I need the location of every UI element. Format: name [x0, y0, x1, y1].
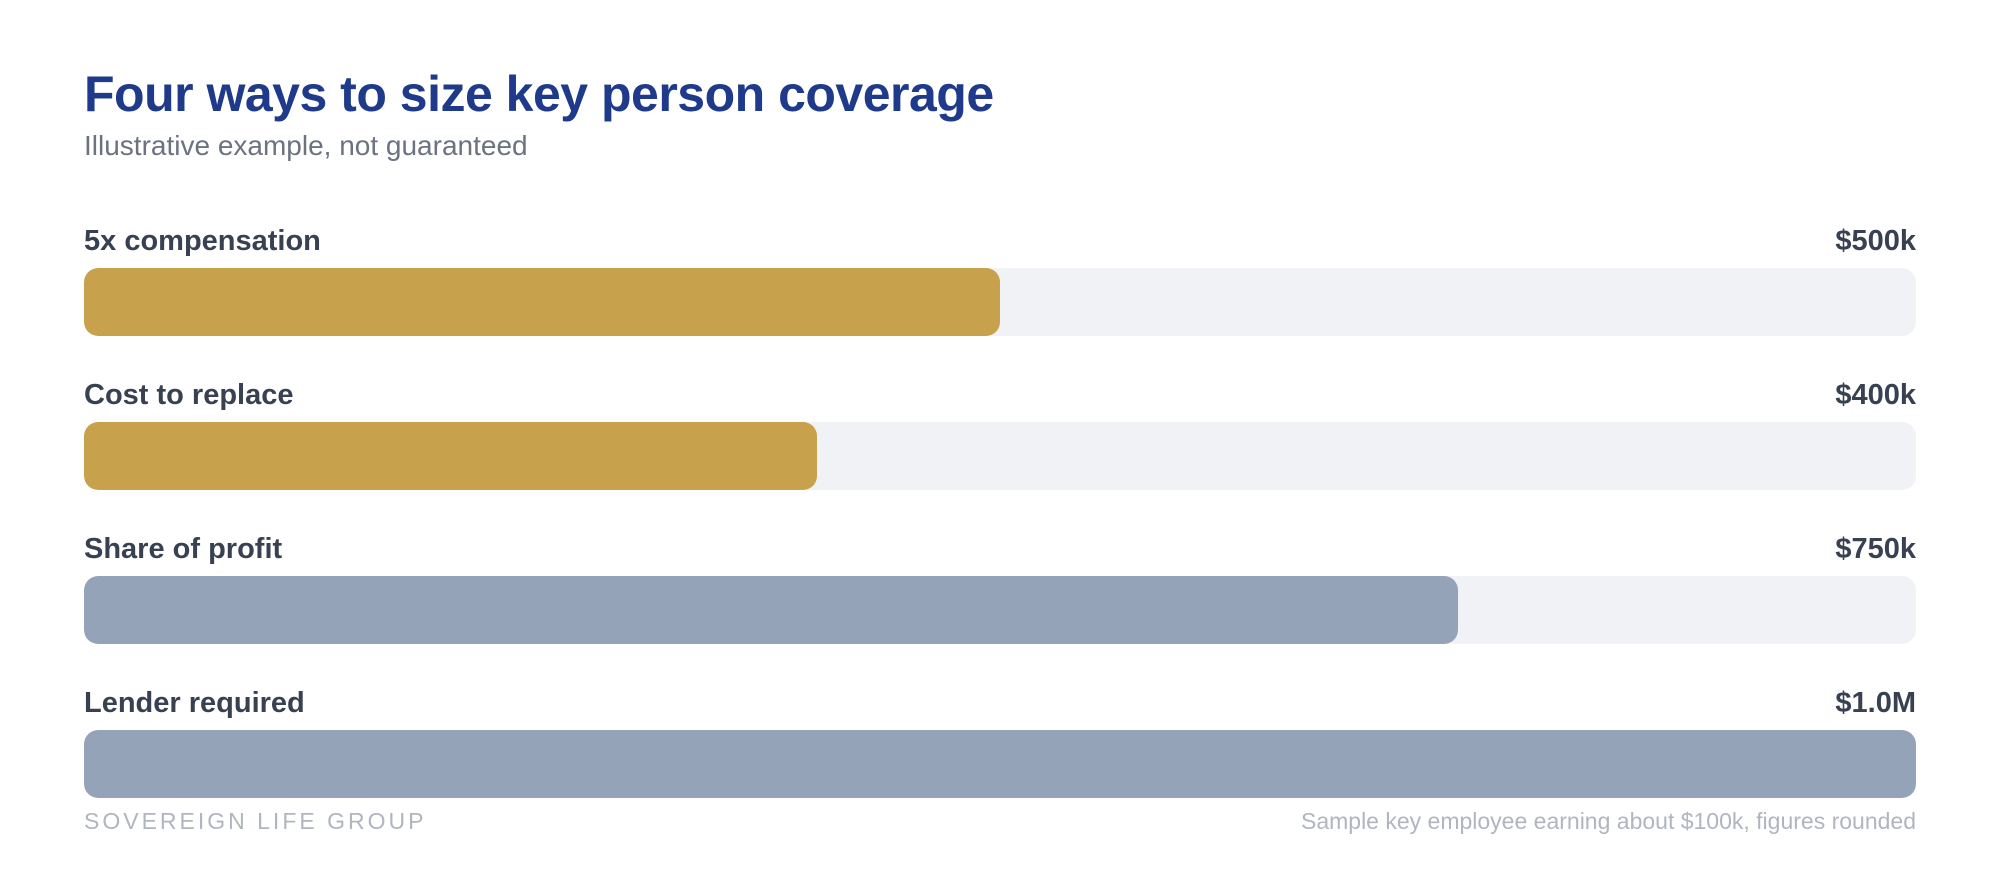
chart-subtitle: Illustrative example, not guaranteed [84, 130, 528, 161]
bar-track [84, 576, 1916, 644]
bar-fill [84, 730, 1916, 798]
bar-row: Cost to replace $400k [84, 372, 1916, 526]
chart-title: Four ways to size key person coverage [84, 66, 994, 122]
bar-value-label: $500k [1835, 225, 1916, 257]
bar-track [84, 730, 1916, 798]
bar-fill [84, 268, 1000, 336]
bar-row: Share of profit $750k [84, 526, 1916, 680]
bar-track [84, 422, 1916, 490]
bar-row: 5x compensation $500k [84, 218, 1916, 372]
bar-value-label: $1.0M [1835, 687, 1916, 719]
bar-category-label: Cost to replace [84, 379, 294, 411]
bar-value-label: $750k [1835, 533, 1916, 565]
bar-category-label: Share of profit [84, 533, 283, 565]
bar-fill [84, 576, 1458, 644]
bar-fill [84, 422, 817, 490]
bar-category-label: 5x compensation [84, 225, 321, 257]
footnote: Sample key employee earning about $100k,… [1300, 808, 1916, 834]
bar-value-label: $400k [1835, 379, 1916, 411]
brand-label: SOVEREIGN LIFE GROUP [84, 808, 427, 834]
bar-category-label: Lender required [84, 687, 305, 719]
bar-chart: 5x compensation $500k Cost to replace $400k… [84, 218, 1916, 834]
bar-row: Lender required $1.0M [84, 680, 1916, 834]
bar-track [84, 268, 1916, 336]
